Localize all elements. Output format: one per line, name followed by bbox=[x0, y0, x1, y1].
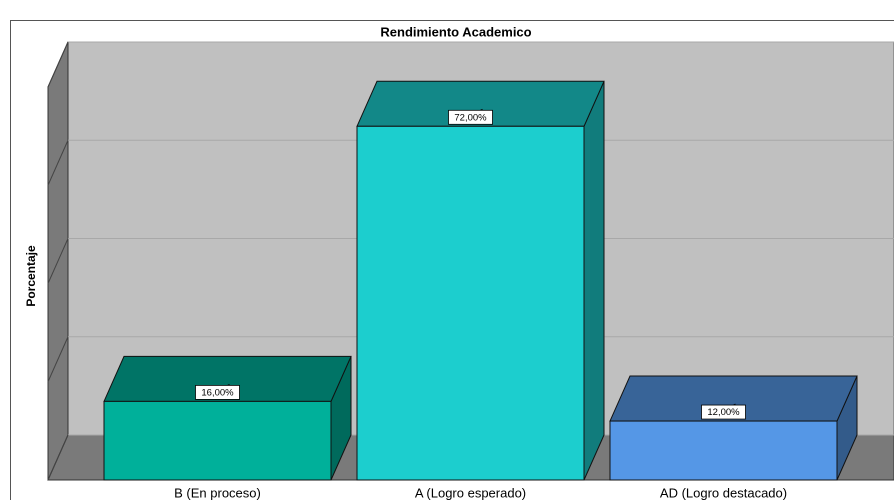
grid-line bbox=[47, 238, 69, 284]
bar bbox=[356, 125, 585, 481]
x-tick-label: AD (Logro destacado) bbox=[660, 485, 787, 500]
value-label-box bbox=[195, 384, 240, 400]
grid-line bbox=[47, 336, 69, 382]
chart-title: Rendimiento Academico bbox=[380, 24, 531, 39]
x-tick-label: B (En proceso) bbox=[174, 485, 261, 500]
y-axis-label: Porcentaje bbox=[24, 245, 38, 307]
x-tick-label: A (Logro esperado) bbox=[415, 485, 526, 500]
grid-line bbox=[47, 140, 69, 186]
value-label-box bbox=[448, 109, 493, 125]
value-label: 12,00% bbox=[707, 407, 740, 418]
value-label: 16,00% bbox=[201, 387, 234, 398]
bar-side bbox=[583, 81, 605, 481]
bar bbox=[609, 420, 838, 481]
bar bbox=[103, 400, 332, 481]
value-label-box bbox=[701, 404, 746, 420]
grid-line bbox=[47, 434, 69, 481]
grid-line bbox=[47, 41, 69, 88]
value-label: 72,00% bbox=[454, 112, 487, 123]
